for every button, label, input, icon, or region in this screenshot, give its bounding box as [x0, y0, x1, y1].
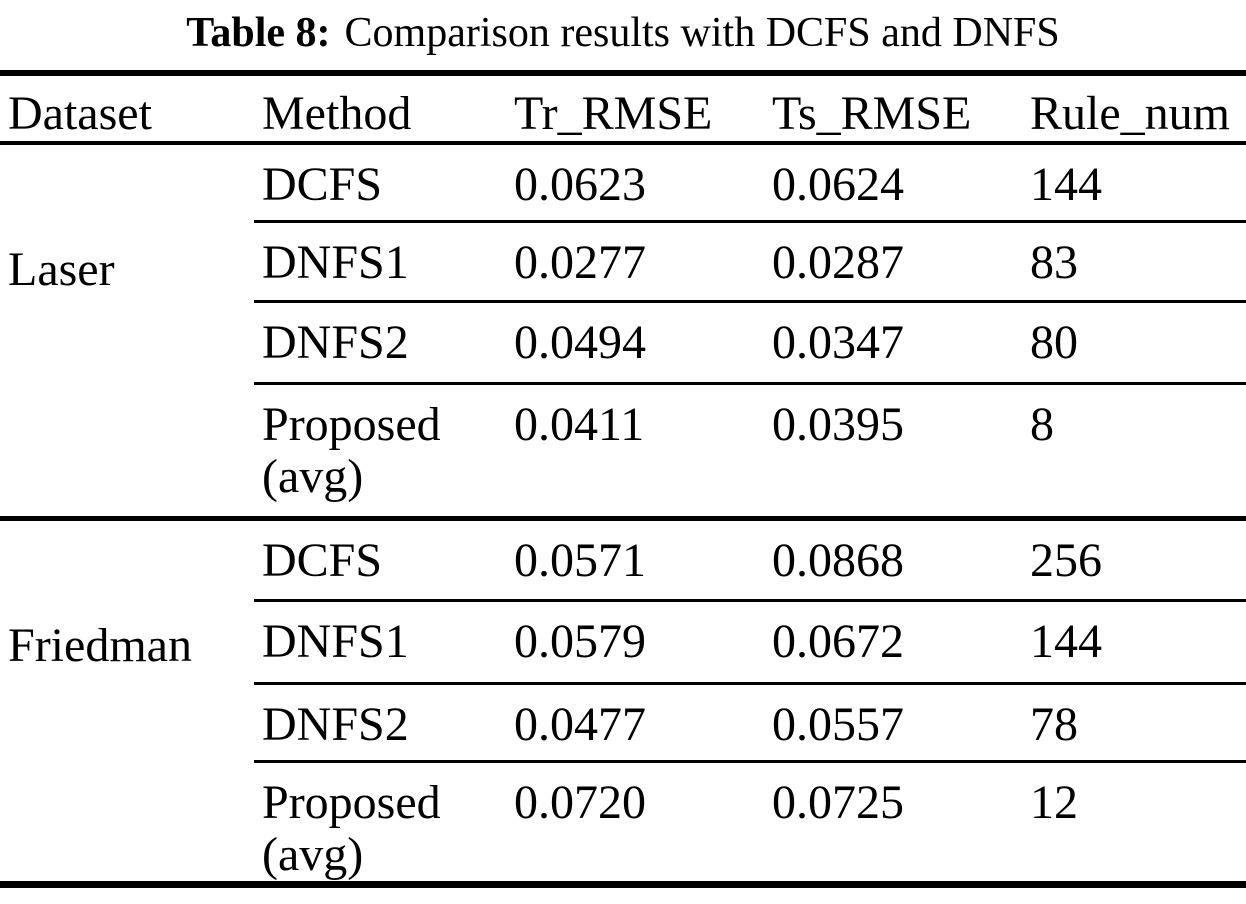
ts-rmse-cell: 0.0287	[764, 221, 1022, 303]
method-cell: DNFS1	[254, 221, 506, 303]
rule-num-cell: 144	[1022, 143, 1246, 223]
method-cell: DCFS	[254, 518, 506, 602]
rule-num-cell: 80	[1022, 301, 1246, 385]
rule-num-cell: 8	[1022, 383, 1246, 521]
rule-num-cell: 78	[1022, 683, 1246, 763]
table-row: Laser DCFS 0.0623 0.0624 144	[0, 143, 1246, 521]
method-cell: Proposed (avg)	[262, 775, 441, 881]
table-row: Proposed (avg) 0.0411 0.0395 8	[0, 383, 1246, 521]
column-header-method: Method	[254, 73, 506, 145]
ts-rmse-cell: 0.0868	[764, 518, 1022, 602]
table-row: DNFS1 0.0277 0.0287 83	[0, 221, 1246, 303]
ts-rmse-cell: 0.0347	[764, 301, 1022, 385]
ts-rmse-cell: 0.0672	[764, 600, 1022, 685]
table-row: Proposed (avg) 0.0720 0.0725 12	[0, 761, 1246, 884]
table-caption-text: Comparison results with DCFS and DNFS	[344, 10, 1060, 56]
rule-num-cell: 83	[1022, 221, 1246, 303]
table-row: DNFS2 0.0477 0.0557 78	[0, 683, 1246, 763]
tr-rmse-cell: 0.0720	[514, 775, 646, 829]
tr-rmse-cell: 0.0277	[506, 221, 764, 303]
column-header-rule-num: Rule_num	[1022, 73, 1246, 145]
rule-num-cell: 144	[1022, 600, 1246, 685]
tr-rmse-cell: 0.0623	[506, 143, 764, 223]
table-header-row: Dataset Method Tr_RMSE Ts_RMSE Rule_num	[0, 73, 1246, 145]
method-cell: Proposed (avg)	[254, 383, 506, 521]
column-header-ts-rmse: Ts_RMSE	[764, 73, 1022, 145]
ts-rmse-cell: 0.0725	[772, 775, 904, 829]
ts-rmse-cell: 0.0557	[764, 683, 1022, 763]
dataset-label-laser: Laser	[0, 143, 254, 521]
comparison-results-table: Dataset Method Tr_RMSE Ts_RMSE Rule_num …	[0, 70, 1246, 888]
method-cell: DCFS	[254, 143, 506, 223]
method-cell: DNFS1	[254, 600, 506, 685]
tr-rmse-cell: 0.0579	[506, 600, 764, 685]
tr-rmse-cell: 0.0571	[506, 518, 764, 602]
table-row: DNFS1 0.0579 0.0672 144	[0, 600, 1246, 685]
tr-rmse-cell: 0.0477	[506, 683, 764, 763]
ts-rmse-cell: 0.0395	[764, 383, 1022, 521]
column-header-dataset: Dataset	[0, 73, 254, 145]
table-caption: Table 8: Comparison results with DCFS and…	[0, 0, 1246, 70]
tr-rmse-cell: 0.0411	[506, 383, 764, 521]
method-cell: DNFS2	[254, 683, 506, 763]
ts-rmse-cell: 0.0624	[764, 143, 1022, 223]
table-caption-label: Table 8:	[186, 10, 331, 56]
rule-num-cell: 256	[1022, 518, 1246, 602]
tr-rmse-cell: 0.0494	[506, 301, 764, 385]
table-row: Friedman DCFS 0.0571 0.0868 256	[0, 518, 1246, 886]
method-cell: DNFS2	[254, 301, 506, 385]
dataset-label-friedman: Friedman	[0, 518, 254, 886]
rule-num-cell: 12	[1030, 775, 1078, 829]
column-header-tr-rmse: Tr_RMSE	[506, 73, 764, 145]
table-row: DNFS2 0.0494 0.0347 80	[0, 301, 1246, 385]
